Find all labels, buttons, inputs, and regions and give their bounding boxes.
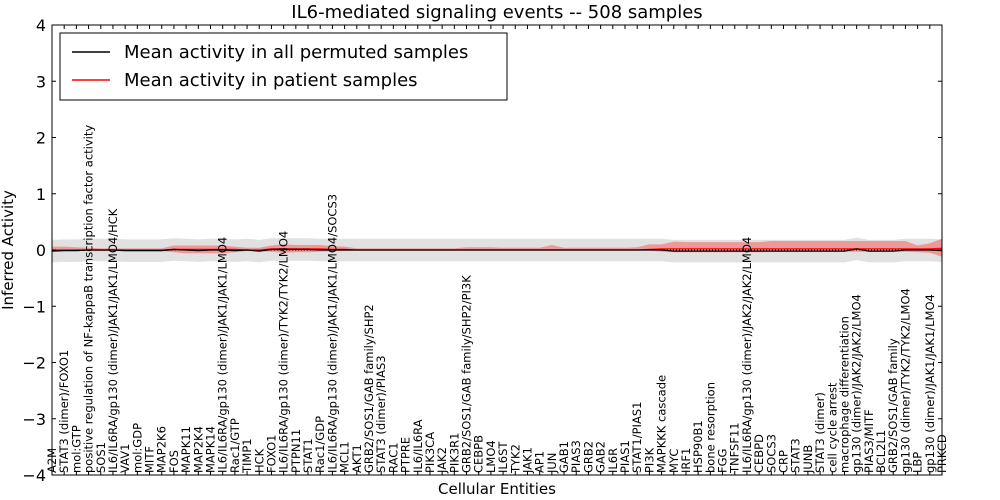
category-label: PRKCD xyxy=(935,434,949,473)
category-label: IL6/IL6RA/gp130 (dimer)/JAK1/JAK1/LMO4/H… xyxy=(106,208,120,473)
category-label: PIAS3/MITF xyxy=(862,409,876,473)
category-label: JUNB xyxy=(801,445,815,474)
y-tick-label: 4 xyxy=(36,16,46,35)
y-axis-title: Inferred Activity xyxy=(0,190,17,310)
category-label: FOS xyxy=(167,450,181,473)
category-label: TIMP1 xyxy=(240,438,254,474)
category-label: PIAS1 xyxy=(618,440,632,473)
category-label: gp130 (dimer)/JAK2/JAK2/LMO4 xyxy=(850,294,864,473)
category-label: GRB2 xyxy=(581,441,595,473)
category-label: IL6/IL6RA xyxy=(411,419,425,473)
x-axis-title: Cellular Entities xyxy=(438,480,556,498)
category-label: FOXO1 xyxy=(264,435,278,473)
patient-band xyxy=(52,238,942,257)
category-label: TNFSF11 xyxy=(728,422,742,474)
y-tick-label: −4 xyxy=(22,466,46,485)
category-label: MAP2K6 xyxy=(155,426,169,473)
category-label: Rac1/GTP xyxy=(228,418,242,473)
category-label: MAP2K4 xyxy=(191,426,205,473)
category-label: SOS1 xyxy=(94,442,108,473)
category-label: MAPK11 xyxy=(179,426,193,473)
category-label: JAK1 xyxy=(520,447,534,474)
category-label: LMO4 xyxy=(484,440,498,473)
y-tick-label: −2 xyxy=(22,354,46,373)
y-tick-label: 0 xyxy=(36,241,46,260)
category-label: A2M xyxy=(45,448,59,473)
category-label: FGG xyxy=(716,449,730,473)
category-label: IL6/IL6RA/gp130 (dimer)/JAK1/JAK1/LMO4 xyxy=(216,237,230,473)
category-label: IL6/IL6RA/gp130 (dimer)/JAK1/JAK1/LMO4/S… xyxy=(325,194,339,473)
category-label: PTPRE xyxy=(399,437,413,473)
category-label: bone resorption xyxy=(703,382,717,473)
category-label: MAPK14 xyxy=(203,426,217,473)
series-lines xyxy=(51,247,943,252)
category-label: CRP xyxy=(777,450,791,473)
category-label: STAT1/PIAS1 xyxy=(630,402,644,473)
category-label: RAC1 xyxy=(386,442,400,473)
legend-label-permuted: Mean activity in all permuted samples xyxy=(124,42,468,63)
category-label: IL6R xyxy=(606,448,620,473)
category-label: HCK xyxy=(252,448,266,473)
category-label: IL6ST xyxy=(496,441,510,473)
category-label: PIK3CA xyxy=(423,432,437,473)
category-label: MCL1 xyxy=(338,441,352,473)
y-ticks: −4 −3 −2 −1 0 1 2 3 4 xyxy=(22,16,942,485)
category-label: MAPKKK cascade xyxy=(655,375,669,473)
category-label: GAB1 xyxy=(557,441,571,473)
y-tick-label: 1 xyxy=(36,185,46,204)
chart-title: IL6-mediated signaling events -- 508 sam… xyxy=(291,2,702,23)
category-label: HSP90B1 xyxy=(691,420,705,473)
category-label: PTPN11 xyxy=(289,429,303,473)
category-label: STAT3 (dimer)/FOXO1 xyxy=(57,350,71,473)
category-label: cell cycle arrest xyxy=(825,382,839,473)
legend-box xyxy=(59,32,508,101)
category-label: macrophage differentiation xyxy=(837,316,851,473)
category-label: gp130 (dimer)/JAK1/JAK1/LMO4 xyxy=(923,294,937,473)
category-label: IL6/IL6RA/gp130 (dimer)/JAK2/JAK2/LMO4 xyxy=(740,237,754,473)
category-label: MYC xyxy=(667,449,681,473)
category-label: GRB2/SOS1/GAB family/SHP2/PI3K xyxy=(460,275,474,473)
category-label: BCL2L1 xyxy=(874,430,888,473)
category-label: GRB2/SOS1/GAB family xyxy=(886,338,900,473)
category-label: GAB2 xyxy=(594,441,608,473)
category-label: JAK2 xyxy=(435,447,449,474)
category-label: PIAS3 xyxy=(569,440,583,473)
category-label: Rac1/GDP xyxy=(313,416,327,473)
category-label: GRB2/SOS1/GAB family/SHP2 xyxy=(362,304,376,473)
category-label: VAV1 xyxy=(118,444,132,473)
category-label: STAT3 xyxy=(789,438,803,473)
category-label: STAT3 (dimer)/PIAS3 xyxy=(374,355,388,473)
category-label: CEBPB xyxy=(472,435,486,473)
legend-label-patient: Mean activity in patient samples xyxy=(124,70,418,91)
category-label: STAT3 (dimer) xyxy=(813,392,827,473)
category-label: TYK2 xyxy=(508,444,522,474)
y-tick-label: 2 xyxy=(36,129,46,148)
category-label: JUN xyxy=(545,453,559,474)
category-label: PIK3R1 xyxy=(447,433,461,474)
legend: Mean activity in all permuted samples Me… xyxy=(59,32,508,101)
category-label: SOCS3 xyxy=(764,434,778,473)
y-tick-label: 3 xyxy=(36,72,46,91)
category-label: CEBPD xyxy=(752,434,766,473)
permuted-series-line xyxy=(51,248,943,252)
category-label: PI3K xyxy=(642,447,656,473)
category-label: MITF xyxy=(143,446,157,473)
y-tick-label: −1 xyxy=(22,297,46,316)
category-label: AP1 xyxy=(533,451,547,473)
category-label: LBP xyxy=(911,452,925,473)
category-label: IL6/IL6RA/gp130 (dimer)/TYK2/TYK2/LMO4 xyxy=(277,231,291,473)
category-label: positive regulation of NF-kappaB transcr… xyxy=(82,125,96,473)
category-label: mol:GTP xyxy=(69,425,83,473)
category-label: mol:GDP xyxy=(130,423,144,473)
category-label: STAT1 xyxy=(301,438,315,473)
category-label: gp130 (dimer)/TYK2/TYK2/LMO4 xyxy=(898,288,912,473)
category-label: AKT1 xyxy=(350,444,364,473)
category-label: IRF1 xyxy=(679,448,693,473)
y-tick-label: −3 xyxy=(22,410,46,429)
